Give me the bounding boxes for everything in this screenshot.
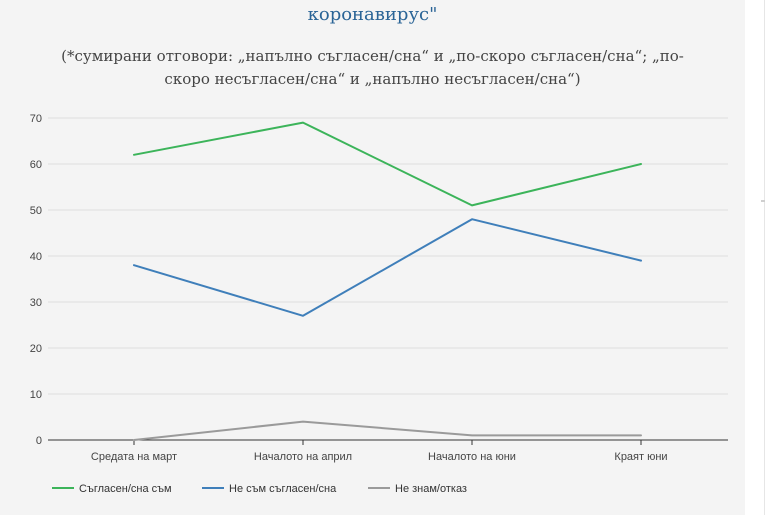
legend-label: Не съм съгласен/сна <box>229 483 337 495</box>
y-tick-label: 50 <box>30 205 42 217</box>
y-tick-label: 70 <box>30 113 42 125</box>
legend-label: Съгласен/сна съм <box>79 483 172 495</box>
page-right-margin <box>745 0 768 515</box>
y-tick-label: 0 <box>36 435 42 447</box>
x-tick-label: Началото на юни <box>428 451 516 463</box>
line-chart: 0 10 20 30 40 50 60 70 Средата на март Началото н… <box>30 113 728 495</box>
chart-panel <box>0 0 745 515</box>
margin-tick <box>761 200 765 202</box>
y-tick-label: 40 <box>30 251 42 263</box>
series-line-2 <box>133 218 642 317</box>
x-tick-label: Краят юни <box>614 451 667 463</box>
chart-title: коронавирус" <box>307 4 438 25</box>
x-tick-label: Средата на март <box>91 451 177 463</box>
y-tick-label: 60 <box>30 159 42 171</box>
x-tick-label: Началото на април <box>254 451 352 463</box>
chart-subtitle: (*сумирани отговори: „напълно съгласен/с… <box>61 47 684 88</box>
y-tick-label: 10 <box>30 389 42 401</box>
margin-rule <box>764 0 765 515</box>
y-tick-label: 30 <box>30 297 42 309</box>
y-tick-label: 20 <box>30 343 42 355</box>
series-line-3 <box>133 420 642 441</box>
series-line-1 <box>133 121 642 207</box>
legend-label: Не знам/отказ <box>395 483 467 495</box>
